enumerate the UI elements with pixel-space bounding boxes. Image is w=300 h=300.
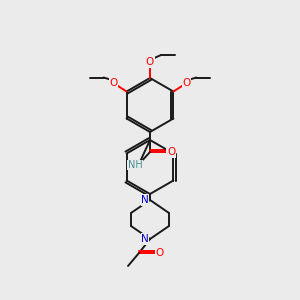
Text: N: N <box>141 195 149 205</box>
Text: NH: NH <box>128 160 142 170</box>
Text: O: O <box>182 77 190 88</box>
Text: O: O <box>146 57 154 67</box>
Text: N: N <box>141 234 149 244</box>
Text: O: O <box>167 147 175 157</box>
Text: O: O <box>110 77 118 88</box>
Text: O: O <box>156 248 164 258</box>
